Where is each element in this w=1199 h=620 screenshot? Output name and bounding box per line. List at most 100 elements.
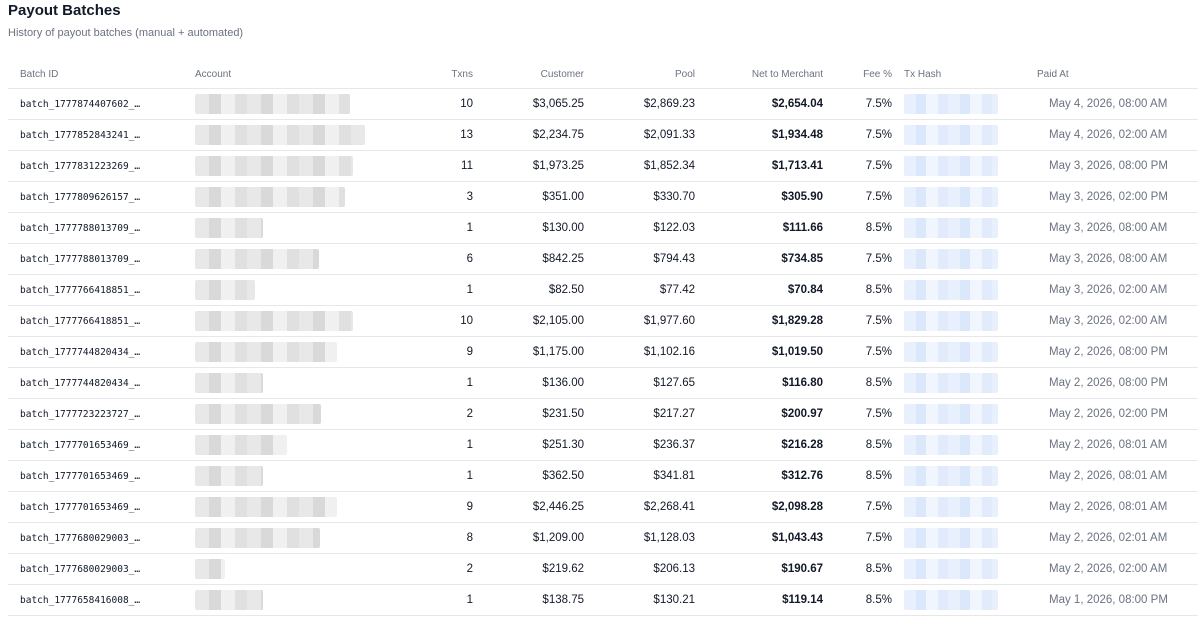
page-title: Payout Batches bbox=[8, 2, 121, 19]
table-row[interactable]: batch_1777701653469_… 9 $2,446.25 $2,268.41… bbox=[8, 491, 1198, 523]
redacted-account bbox=[195, 590, 263, 610]
batch-id-cell: batch_1777874407602_… bbox=[8, 88, 195, 120]
account-cell bbox=[195, 584, 395, 616]
table-row[interactable]: batch_1777788013709_… 6 $842.25 $794.43 $734… bbox=[8, 243, 1198, 275]
batch-id-cell: batch_1777809626157_… bbox=[8, 181, 195, 213]
table-body: batch_1777874407602_… 10 $3,065.25 $2,869.2… bbox=[8, 88, 1198, 616]
fee-percent-cell: 8.5% bbox=[823, 553, 892, 585]
table-row[interactable]: batch_1777658416008_… 1 $138.75 $130.21 $119… bbox=[8, 584, 1198, 616]
pool-amount-cell: $1,128.03 bbox=[584, 522, 695, 554]
tx-hash-cell bbox=[892, 150, 1037, 182]
header-account: Account bbox=[195, 61, 395, 89]
redacted-tx-hash bbox=[904, 280, 998, 300]
batch-id-cell: batch_1777744820434_… bbox=[8, 367, 195, 399]
table-row[interactable]: batch_1777852843241_… 13 $2,234.75 $2,091.3… bbox=[8, 119, 1198, 151]
redacted-account bbox=[195, 435, 287, 455]
tx-hash-cell bbox=[892, 212, 1037, 244]
fee-percent-cell: 7.5% bbox=[823, 305, 892, 337]
table-row[interactable]: batch_1777809626157_… 3 $351.00 $330.70 $305… bbox=[8, 181, 1198, 213]
txns-cell: 1 bbox=[395, 429, 473, 461]
redacted-account bbox=[195, 559, 225, 579]
table-row[interactable]: batch_1777744820434_… 1 $136.00 $127.65 $116… bbox=[8, 367, 1198, 399]
account-cell bbox=[195, 119, 395, 151]
tx-hash-cell bbox=[892, 429, 1037, 461]
table-row[interactable]: batch_1777766418851_… 1 $82.50 $77.42 $70.84… bbox=[8, 274, 1198, 306]
customer-amount-cell: $82.50 bbox=[473, 274, 584, 306]
txns-cell: 3 bbox=[395, 181, 473, 213]
redacted-tx-hash bbox=[904, 311, 998, 331]
tx-hash-cell bbox=[892, 522, 1037, 554]
table-header-row: Batch ID Account Txns Customer Pool Net … bbox=[8, 61, 1198, 89]
account-cell bbox=[195, 460, 395, 492]
table-row[interactable]: batch_1777680029003_… 8 $1,209.00 $1,128.03… bbox=[8, 522, 1198, 554]
pool-amount-cell: $130.21 bbox=[584, 584, 695, 616]
header-txns: Txns bbox=[395, 61, 473, 89]
redacted-tx-hash bbox=[904, 373, 998, 393]
pool-amount-cell: $1,102.16 bbox=[584, 336, 695, 368]
paid-at-cell: May 2, 2026, 02:00 AM bbox=[1037, 553, 1198, 585]
table-row[interactable]: batch_1777831223269_… 11 $1,973.25 $1,852.3… bbox=[8, 150, 1198, 182]
pool-amount-cell: $341.81 bbox=[584, 460, 695, 492]
net-to-merchant-cell: $2,098.28 bbox=[695, 491, 823, 523]
net-to-merchant-cell: $1,934.48 bbox=[695, 119, 823, 151]
table-row[interactable]: batch_1777701653469_… 1 $362.50 $341.81 $312… bbox=[8, 460, 1198, 492]
customer-amount-cell: $2,105.00 bbox=[473, 305, 584, 337]
batch-id-cell: batch_1777766418851_… bbox=[8, 274, 195, 306]
table-row[interactable]: batch_1777766418851_… 10 $2,105.00 $1,977.6… bbox=[8, 305, 1198, 337]
table-row[interactable]: batch_1777680029003_… 2 $219.62 $206.13 $190… bbox=[8, 553, 1198, 585]
fee-percent-cell: 7.5% bbox=[823, 88, 892, 120]
fee-percent-cell: 8.5% bbox=[823, 429, 892, 461]
customer-amount-cell: $1,973.25 bbox=[473, 150, 584, 182]
customer-amount-cell: $130.00 bbox=[473, 212, 584, 244]
txns-cell: 9 bbox=[395, 336, 473, 368]
account-cell bbox=[195, 274, 395, 306]
account-cell bbox=[195, 150, 395, 182]
account-cell bbox=[195, 398, 395, 430]
redacted-tx-hash bbox=[904, 559, 998, 579]
pool-amount-cell: $122.03 bbox=[584, 212, 695, 244]
table-row[interactable]: batch_1777788013709_… 1 $130.00 $122.03 $111… bbox=[8, 212, 1198, 244]
header-pool: Pool bbox=[584, 61, 695, 89]
fee-percent-cell: 8.5% bbox=[823, 274, 892, 306]
fee-percent-cell: 7.5% bbox=[823, 522, 892, 554]
header-net-to-merchant: Net to Merchant bbox=[695, 61, 823, 89]
customer-amount-cell: $362.50 bbox=[473, 460, 584, 492]
table-row[interactable]: batch_1777744820434_… 9 $1,175.00 $1,102.16… bbox=[8, 336, 1198, 368]
redacted-tx-hash bbox=[904, 342, 998, 362]
net-to-merchant-cell: $1,829.28 bbox=[695, 305, 823, 337]
txns-cell: 10 bbox=[395, 88, 473, 120]
txns-cell: 1 bbox=[395, 584, 473, 616]
batch-id-cell: batch_1777852843241_… bbox=[8, 119, 195, 151]
page-subtitle: History of payout batches (manual + auto… bbox=[8, 27, 244, 39]
net-to-merchant-cell: $305.90 bbox=[695, 181, 823, 213]
txns-cell: 11 bbox=[395, 150, 473, 182]
account-cell bbox=[195, 336, 395, 368]
tx-hash-cell bbox=[892, 181, 1037, 213]
table-row[interactable]: batch_1777723223727_… 2 $231.50 $217.27 $200… bbox=[8, 398, 1198, 430]
fee-percent-cell: 8.5% bbox=[823, 460, 892, 492]
redacted-tx-hash bbox=[904, 404, 998, 424]
customer-amount-cell: $136.00 bbox=[473, 367, 584, 399]
txns-cell: 1 bbox=[395, 212, 473, 244]
batch-id-cell: batch_1777831223269_… bbox=[8, 150, 195, 182]
table-row[interactable]: batch_1777701653469_… 1 $251.30 $236.37 $216… bbox=[8, 429, 1198, 461]
net-to-merchant-cell: $70.84 bbox=[695, 274, 823, 306]
paid-at-cell: May 3, 2026, 02:00 PM bbox=[1037, 181, 1198, 213]
txns-cell: 1 bbox=[395, 460, 473, 492]
header-customer: Customer bbox=[473, 61, 584, 89]
fee-percent-cell: 7.5% bbox=[823, 119, 892, 151]
account-cell bbox=[195, 367, 395, 399]
redacted-account bbox=[195, 187, 345, 207]
tx-hash-cell bbox=[892, 398, 1037, 430]
account-cell bbox=[195, 181, 395, 213]
net-to-merchant-cell: $200.97 bbox=[695, 398, 823, 430]
pool-amount-cell: $2,091.33 bbox=[584, 119, 695, 151]
net-to-merchant-cell: $116.80 bbox=[695, 367, 823, 399]
redacted-account bbox=[195, 497, 337, 517]
net-to-merchant-cell: $312.76 bbox=[695, 460, 823, 492]
net-to-merchant-cell: $190.67 bbox=[695, 553, 823, 585]
redacted-account bbox=[195, 311, 353, 331]
net-to-merchant-cell: $119.14 bbox=[695, 584, 823, 616]
table-row[interactable]: batch_1777874407602_… 10 $3,065.25 $2,869.2… bbox=[8, 88, 1198, 120]
txns-cell: 2 bbox=[395, 398, 473, 430]
